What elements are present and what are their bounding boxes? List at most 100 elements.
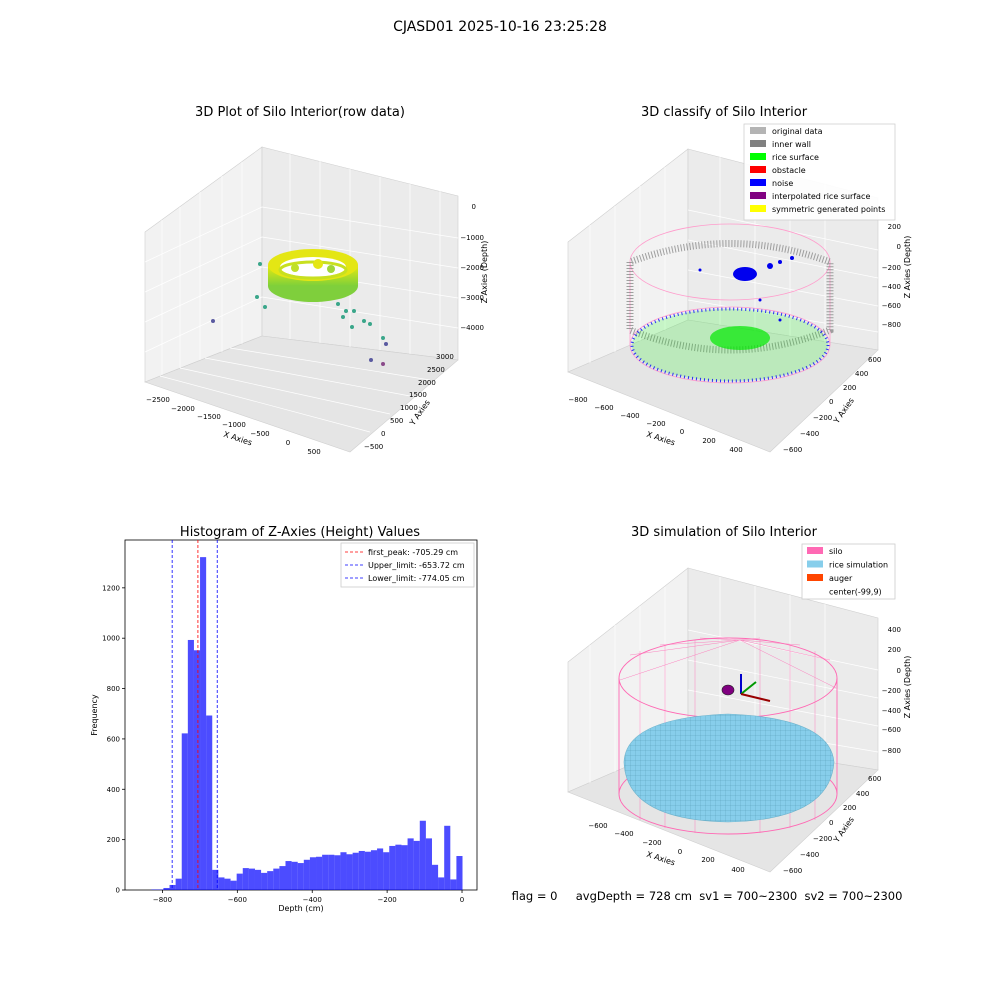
- simulation-x-tick-label: 0: [678, 848, 682, 856]
- classify-legend: original data inner wall rice surface obsta…: [743, 123, 896, 221]
- histogram-bar: [267, 871, 274, 890]
- histogram-bar: [328, 854, 335, 890]
- classify-x-ticks: −800 −600 −400 −200 0 200 400: [568, 396, 742, 454]
- simulation-z-axis-label: Z Axies (Depth): [903, 656, 912, 719]
- histogram-y-ticks: 0 200 400 600 800 1000 1200: [102, 584, 125, 895]
- simulation-x-tick-label: −200: [642, 839, 661, 847]
- histogram-bar: [279, 866, 286, 890]
- histogram-x-ticks: −800 −600 −400 −200 0: [153, 890, 464, 904]
- classify-legend-label: original data: [772, 127, 823, 136]
- histogram-bar: [169, 884, 176, 890]
- classify-x-tick-label: 200: [702, 437, 715, 445]
- histogram-bar: [334, 855, 341, 890]
- histogram-bar: [438, 877, 445, 890]
- classify-y-tick-label: 400: [855, 370, 868, 378]
- simulation-y-tick-label: 400: [856, 790, 869, 798]
- histogram-bar: [175, 878, 182, 890]
- simulation-y-axis-label: Y Axies: [831, 815, 856, 845]
- histogram-bar: [200, 557, 207, 890]
- histogram-x-tick-label: −400: [303, 896, 322, 904]
- simulation-panel-title: 3D simulation of Silo Interior: [631, 525, 818, 540]
- figure-title: CJASD01 2025-10-16 23:25:28: [393, 19, 607, 35]
- histogram-bar: [230, 880, 237, 890]
- histogram-y-tick-label: 600: [107, 735, 120, 743]
- panel-classify-3d: 3D classify of Silo Interior: [567, 105, 912, 454]
- raw-x-tick-label: −1500: [197, 413, 221, 421]
- simulation-z-ticks: 400 200 0 −200 −400 −600 −800: [882, 626, 901, 755]
- simulation-y-tick-label: −200: [813, 835, 832, 843]
- classify-legend-swatch: [750, 140, 766, 147]
- raw-z-tick-label: 0: [472, 203, 476, 211]
- classify-z-tick-label: 0: [897, 243, 901, 251]
- simulation-y-tick-label: 0: [829, 819, 833, 827]
- histogram-bar: [206, 715, 213, 890]
- histogram-bar: [248, 868, 255, 890]
- histogram-bar: [389, 845, 396, 890]
- histogram-bar: [218, 877, 225, 890]
- histogram-bar: [151, 889, 158, 890]
- classify-legend-label: symmetric generated points: [772, 205, 885, 214]
- histogram-bar: [444, 825, 451, 890]
- histogram-bar: [431, 864, 439, 890]
- classify-legend-swatch: [750, 153, 766, 160]
- histogram-title: Histogram of Z-Axies (Height) Values: [180, 525, 420, 540]
- histogram-bar: [352, 852, 359, 890]
- classify-z-ticks: 200 0 −200 −400 −600 −800: [882, 223, 901, 329]
- raw-y-tick-label: 2500: [427, 366, 445, 374]
- raw-x-tick-label: −1000: [222, 421, 246, 429]
- classify-legend-label: interpolated rice surface: [772, 192, 870, 201]
- raw-y-tick-label: 500: [390, 417, 403, 425]
- histogram-legend-label: first_peak: -705.29 cm: [368, 548, 458, 557]
- raw-y-tick-label: 1000: [400, 404, 418, 412]
- status-readout: flag = 0 avgDepth = 728 cm sv1 = 700~230…: [512, 889, 903, 903]
- classify-z-tick-label: 200: [888, 223, 901, 231]
- classify-z-axis-label: Z Axies (Depth): [903, 236, 912, 299]
- simulation-x-tick-label: −600: [588, 822, 607, 830]
- classify-x-tick-label: −800: [568, 396, 587, 404]
- simulation-legend-label: rice simulation: [829, 561, 888, 570]
- simulation-z-tick-label: 400: [888, 626, 901, 634]
- simulation-legend-swatch: [807, 574, 823, 581]
- classify-legend-swatch: [750, 192, 766, 199]
- classify-legend-label: obstacle: [772, 166, 806, 175]
- raw-y-tick-label: 1500: [409, 391, 427, 399]
- classify-x-axis-label: X Axies: [645, 430, 676, 448]
- simulation-legend-label: auger: [829, 574, 853, 583]
- raw-point-cloud: [211, 249, 388, 366]
- raw-x-tick-label: 500: [307, 448, 320, 456]
- raw-3d-axes-box: [144, 146, 459, 453]
- histogram-y-tick-label: 400: [107, 786, 120, 794]
- histogram-bar: [212, 869, 219, 890]
- classify-y-tick-label: −400: [800, 430, 819, 438]
- histogram-bar: [309, 857, 317, 890]
- panel-simulation-3d: 3D simulation of Silo Interior: [567, 525, 912, 875]
- classify-panel-title: 3D classify of Silo Interior: [641, 105, 808, 120]
- histogram-bar: [346, 854, 353, 890]
- simulation-x-tick-label: 400: [731, 866, 744, 874]
- simulation-y-tick-label: 200: [843, 804, 856, 812]
- simulation-y-tick-label: 600: [868, 775, 881, 783]
- histogram-bar: [224, 878, 231, 890]
- raw-z-tick-label: −1000: [460, 234, 484, 242]
- raw-z-tick-label: −2000: [460, 264, 484, 272]
- histogram-bars: [151, 557, 463, 890]
- raw-y-tick-label: 2000: [418, 379, 436, 387]
- histogram-bar: [364, 851, 371, 890]
- simulation-x-tick-label: −400: [614, 830, 633, 838]
- histogram-bar: [340, 852, 347, 890]
- simulation-x-ticks: −600 −400 −200 0 200 400: [588, 822, 744, 874]
- panel-raw-3d: 3D Plot of Silo Interior(row data): [144, 105, 489, 456]
- raw-x-tick-label: 0: [286, 439, 290, 447]
- histogram-bar: [297, 863, 304, 890]
- classify-z-tick-label: −800: [882, 321, 901, 329]
- classify-y-tick-label: −200: [813, 414, 832, 422]
- histogram-bar: [407, 838, 414, 890]
- simulation-z-tick-label: 200: [888, 646, 901, 654]
- simulation-y-tick-label: −600: [783, 867, 802, 875]
- classify-legend-label: noise: [772, 179, 793, 188]
- histogram-bar: [236, 873, 243, 890]
- histogram-legend-label: Lower_limit: -774.05 cm: [368, 574, 465, 583]
- histogram-bar: [291, 861, 298, 890]
- raw-z-axis-label: Z Axies (Depth): [480, 241, 489, 304]
